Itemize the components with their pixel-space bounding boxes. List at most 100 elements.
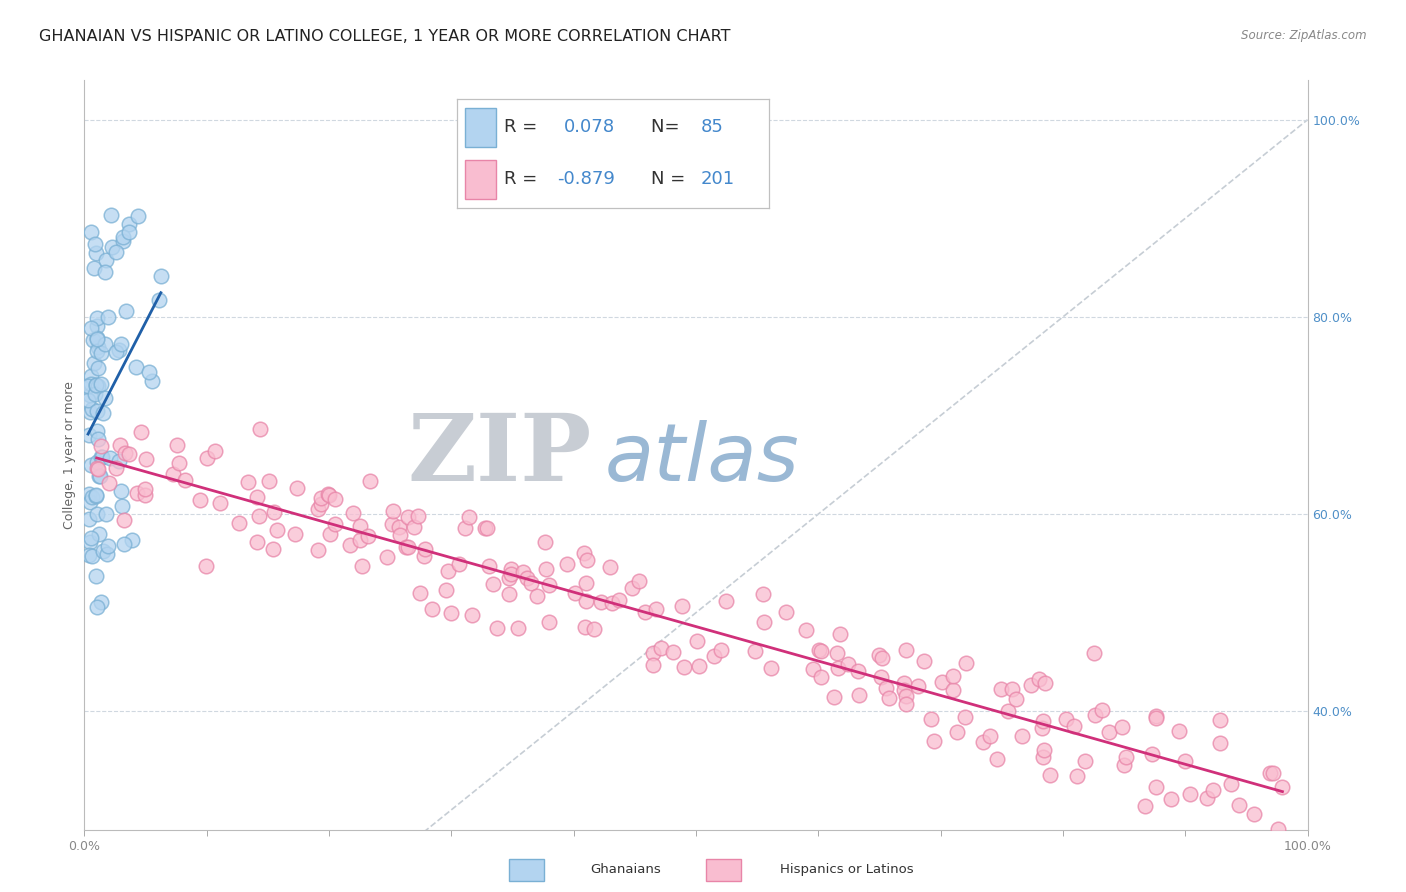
Point (388, 519, 411, 533)
Point (381, 517, 404, 532)
Point (395, 541, 418, 555)
Point (972, 735, 994, 749)
Point (80, 376, 103, 391)
Point (105, 460, 128, 475)
Point (96, 547, 118, 561)
Point (801, 662, 824, 676)
Point (84, 489, 107, 503)
Point (77, 379, 100, 393)
Point (86, 318, 108, 333)
Point (759, 661, 782, 675)
Point (96, 252, 118, 267)
Point (1144, 711, 1167, 725)
Point (80, 458, 103, 472)
Point (118, 217, 141, 231)
Point (1083, 646, 1105, 660)
Point (350, 558, 373, 573)
Point (1115, 750, 1137, 764)
Point (447, 557, 470, 571)
Point (356, 529, 378, 543)
Point (827, 661, 849, 675)
Point (84, 378, 107, 392)
Point (1066, 769, 1088, 783)
Point (1028, 673, 1050, 687)
Text: GHANAIAN VS HISPANIC OR LATINO COLLEGE, 1 YEAR OR MORE CORRELATION CHART: GHANAIAN VS HISPANIC OR LATINO COLLEGE, … (39, 29, 731, 45)
Point (564, 586, 586, 600)
Point (118, 447, 141, 461)
Point (1001, 682, 1024, 697)
Point (534, 561, 557, 575)
Point (477, 521, 499, 535)
Point (454, 521, 477, 535)
Point (93, 337, 115, 351)
Point (79, 388, 101, 402)
Point (285, 482, 308, 496)
Point (408, 508, 430, 523)
Point (127, 210, 149, 224)
Point (1243, 807, 1265, 822)
Point (896, 697, 918, 711)
Point (86, 488, 108, 502)
Point (520, 576, 543, 591)
Point (1160, 791, 1182, 805)
Point (266, 523, 288, 537)
Point (942, 669, 965, 683)
Point (538, 578, 561, 592)
Point (807, 643, 830, 657)
Point (195, 450, 218, 465)
Point (1133, 798, 1156, 813)
Point (825, 646, 848, 660)
Point (754, 615, 776, 629)
Point (228, 516, 250, 530)
Text: atlas: atlas (605, 419, 799, 498)
Point (1142, 747, 1164, 761)
Point (134, 488, 156, 502)
Text: Source: ZipAtlas.com: Source: ZipAtlas.com (1241, 29, 1367, 43)
Point (382, 504, 405, 518)
Point (91, 450, 114, 465)
Point (402, 520, 425, 534)
Point (342, 506, 364, 520)
Point (1263, 765, 1285, 780)
Point (80, 369, 103, 384)
Point (87, 526, 110, 541)
Point (498, 587, 520, 601)
Point (474, 521, 496, 535)
Point (922, 734, 945, 748)
Point (396, 509, 419, 524)
Point (1267, 822, 1289, 836)
Point (86, 460, 108, 475)
Point (810, 644, 832, 658)
Point (134, 483, 156, 497)
Point (555, 557, 578, 571)
Point (599, 560, 621, 574)
Point (86, 403, 108, 417)
Point (1035, 676, 1057, 690)
Point (188, 493, 211, 508)
Point (90, 345, 112, 359)
Point (1271, 780, 1294, 794)
Point (499, 562, 522, 576)
Point (412, 549, 434, 563)
Point (1011, 729, 1033, 743)
Point (686, 633, 709, 648)
Point (1005, 692, 1028, 706)
Point (1168, 724, 1191, 739)
Y-axis label: College, 1 year or more: College, 1 year or more (63, 381, 76, 529)
Point (249, 422, 271, 436)
Point (87, 340, 110, 354)
Point (84, 569, 107, 583)
Point (1209, 736, 1232, 750)
Point (86, 344, 108, 359)
Point (955, 656, 977, 670)
Point (125, 360, 148, 375)
Point (1032, 714, 1054, 728)
Point (775, 605, 797, 619)
Point (643, 658, 665, 673)
Point (671, 599, 693, 614)
Point (752, 587, 775, 601)
Point (1174, 754, 1197, 768)
Point (794, 623, 817, 637)
Point (97, 476, 120, 491)
Point (86, 455, 108, 469)
